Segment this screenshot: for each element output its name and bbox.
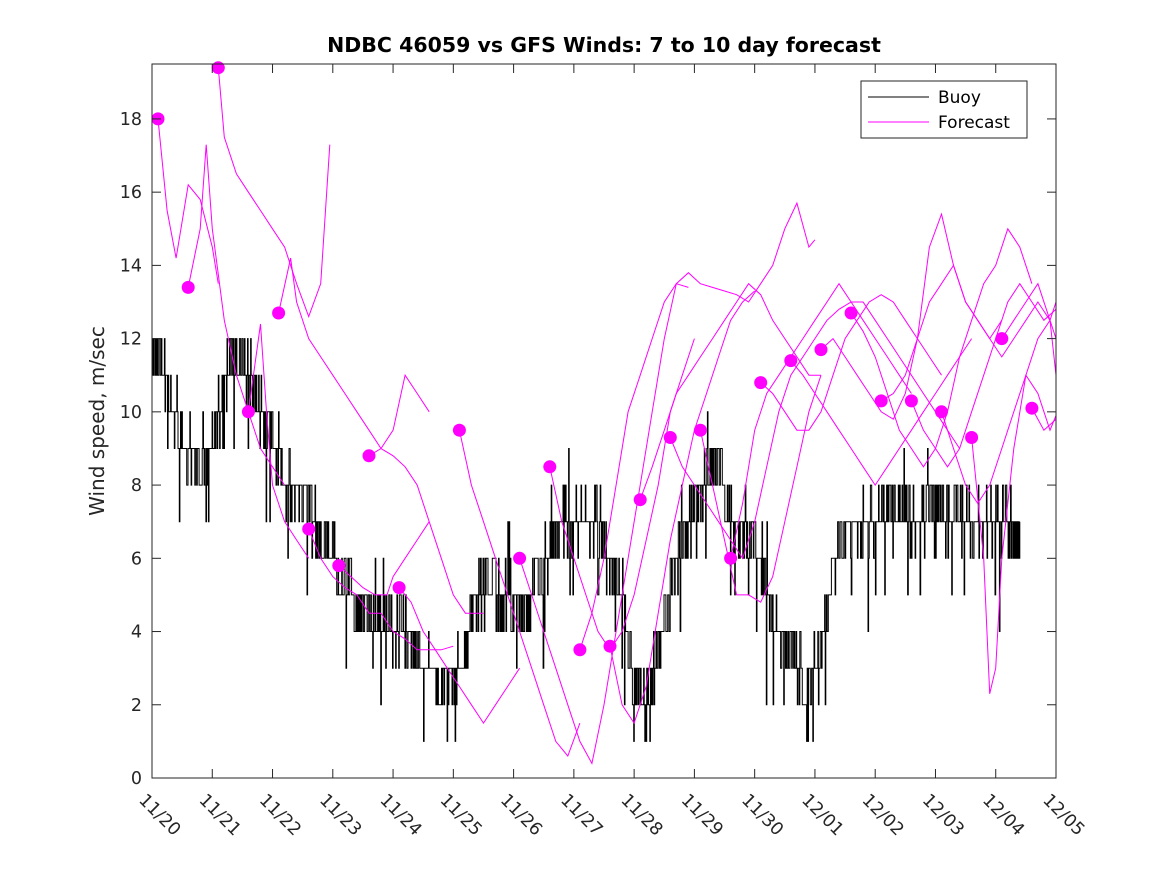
forecast-series-14 xyxy=(609,290,756,725)
forecast-marker xyxy=(181,280,195,294)
forecast-marker xyxy=(844,306,858,320)
forecast-series-10 xyxy=(458,430,581,757)
forecast-series-23 xyxy=(880,264,1057,402)
x-tick-label: 11/30 xyxy=(737,790,787,840)
y-tick-label: 10 xyxy=(120,403,142,423)
forecast-series-5 xyxy=(278,257,484,614)
x-tick-label: 11/21 xyxy=(195,790,245,840)
x-tick-label: 11/22 xyxy=(255,790,305,840)
forecast-series-22 xyxy=(850,227,1033,468)
forecast-series-26 xyxy=(971,373,1057,694)
forecast-series-19 xyxy=(760,294,942,431)
forecast-marker xyxy=(995,332,1009,346)
x-tick-label: 12/02 xyxy=(858,790,908,840)
forecast-series-1 xyxy=(157,118,219,284)
forecast-series-20 xyxy=(790,338,973,487)
y-tick-label: 2 xyxy=(131,696,142,716)
y-tick-label: 16 xyxy=(120,183,142,203)
y-tick-label: 4 xyxy=(131,623,142,643)
y-axis-label: Wind speed, m/sec xyxy=(85,326,109,516)
forecast-marker xyxy=(603,639,617,653)
legend-forecast-label: Forecast xyxy=(938,113,1010,133)
forecast-marker xyxy=(935,405,948,419)
x-tick-label: 12/01 xyxy=(797,790,847,840)
forecast-series-3 xyxy=(217,67,331,319)
plot-data xyxy=(151,61,1057,765)
forecast-marker xyxy=(693,423,707,437)
x-tick-label: 12/04 xyxy=(978,790,1028,840)
forecast-marker xyxy=(874,394,888,408)
y-tick-label: 14 xyxy=(120,256,142,276)
forecast-marker xyxy=(332,559,346,573)
y-tick-label: 0 xyxy=(131,769,142,789)
x-tick-label: 11/27 xyxy=(556,790,606,840)
forecast-marker xyxy=(633,493,647,507)
y-tick-label: 8 xyxy=(131,476,142,496)
x-tick-label: 11/25 xyxy=(436,790,486,840)
forecast-series-4 xyxy=(247,323,310,559)
y-tick-label: 12 xyxy=(120,330,142,350)
x-tick-label: 12/05 xyxy=(1038,790,1088,840)
forecast-series-24 xyxy=(910,282,1057,468)
forecast-marker xyxy=(392,581,406,595)
forecast-marker xyxy=(784,354,798,368)
x-tick-label: 11/29 xyxy=(677,790,727,840)
forecast-series-7 xyxy=(338,521,430,596)
forecast-marker xyxy=(1025,401,1039,415)
forecast-series-28 xyxy=(1031,407,1057,431)
forecast-series-17 xyxy=(699,375,822,603)
plot-frame xyxy=(151,63,1057,779)
forecast-marker xyxy=(663,431,677,444)
x-tick-label: 12/03 xyxy=(918,790,968,840)
forecast-series-27 xyxy=(1001,282,1057,376)
forecast-marker xyxy=(302,522,316,536)
x-tick-label: 11/23 xyxy=(315,790,365,840)
legend-box xyxy=(860,80,1028,139)
forecast-series-2 xyxy=(187,144,286,486)
forecast-marker xyxy=(754,376,768,390)
forecast-marker xyxy=(272,306,286,320)
forecast-series-18 xyxy=(730,282,912,559)
chart-title: NDBC 46059 vs GFS Winds: 7 to 10 day for… xyxy=(327,33,881,57)
forecast-marker xyxy=(814,343,828,357)
forecast-marker xyxy=(241,405,255,419)
forecast-marker xyxy=(211,61,225,75)
forecast-series-9 xyxy=(398,587,521,725)
y-tick-label: 18 xyxy=(120,110,142,130)
axis-ticks: 0 2 4 6 8 10 12 14 16 18 11/20 11/21 11/22 11/23 11/24… xyxy=(120,64,1088,840)
y-tick-label: 6 xyxy=(131,549,142,569)
legend: Buoy Forecast xyxy=(860,80,1028,139)
buoy-series xyxy=(152,338,1021,742)
x-tick-label: 11/20 xyxy=(134,790,184,840)
forecast-marker xyxy=(904,394,918,408)
forecast-marker xyxy=(513,551,527,565)
forecast-marker xyxy=(543,460,557,474)
legend-buoy-label: Buoy xyxy=(938,88,981,108)
x-tick-label: 11/28 xyxy=(617,790,667,840)
forecast-series-16 xyxy=(669,301,961,560)
forecast-marker xyxy=(452,423,466,437)
forecast-series-13 xyxy=(579,201,816,650)
forecast-series-11 xyxy=(519,283,689,765)
forecast-series-25 xyxy=(941,301,1057,505)
forecast-series-6 xyxy=(308,528,454,651)
forecast-series-15 xyxy=(639,282,821,500)
x-tick-label: 11/24 xyxy=(376,790,426,840)
forecast-marker xyxy=(724,551,738,565)
forecast-marker xyxy=(965,431,979,444)
forecast-series-8 xyxy=(368,373,430,457)
x-tick-label: 11/26 xyxy=(496,790,546,840)
forecast-marker xyxy=(573,643,587,657)
forecast-marker xyxy=(362,449,376,463)
